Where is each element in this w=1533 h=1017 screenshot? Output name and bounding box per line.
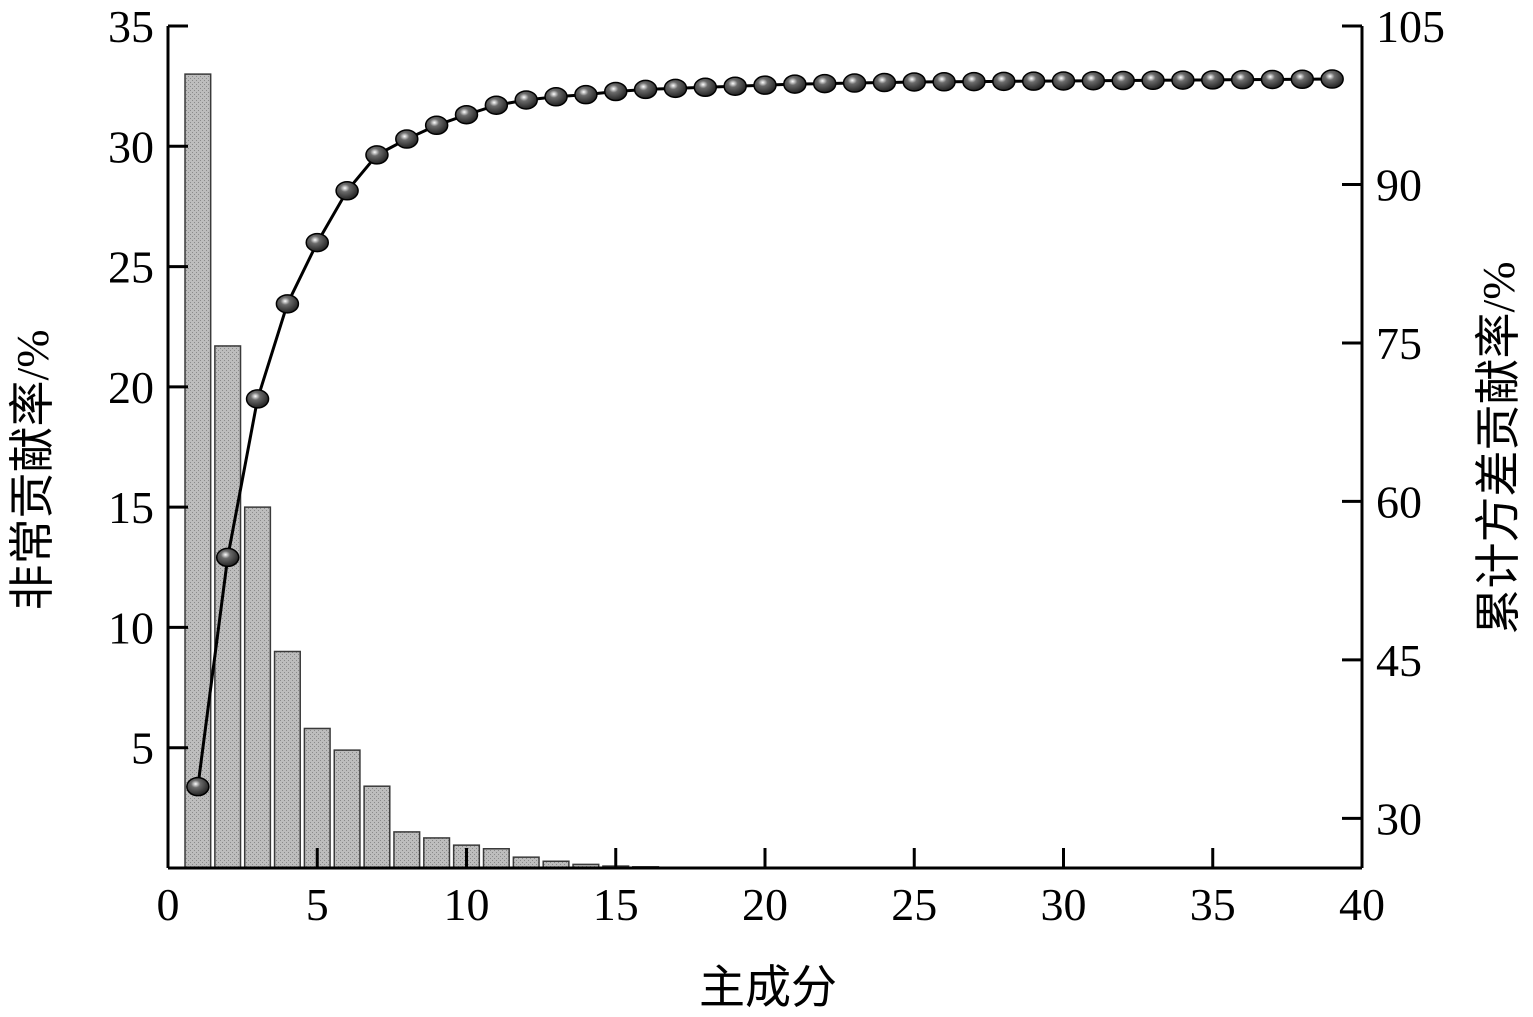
y-right-tick-label-105: 105 [1376,1,1445,52]
cumulative-point-34 [1172,71,1194,89]
x-tick-label-30: 30 [1041,879,1087,930]
cumulative-point-22 [814,75,836,93]
cumulative-point-5 [306,234,328,252]
cumulative-point-24 [873,74,895,92]
y-left-tick-label-15: 15 [108,482,154,533]
bar-pc-1 [185,74,211,868]
cumulative-line-layer [187,70,1343,796]
cumulative-point-25 [903,73,925,91]
cumulative-point-7 [366,146,388,164]
y-left-tick-label-25: 25 [108,242,154,293]
cumulative-point-8 [396,130,418,148]
cumulative-point-15 [605,83,627,101]
cumulative-point-4 [276,295,298,313]
cumulative-point-20 [754,76,776,94]
cumulative-point-33 [1142,71,1164,89]
y-right-tick-label-45: 45 [1376,635,1422,686]
bar-pc-12 [513,857,539,868]
cumulative-point-3 [247,390,269,408]
bar-pc-5 [304,728,330,868]
cumulative-point-10 [456,106,478,124]
y-left-tick-label-10: 10 [108,602,154,653]
bar-pc-11 [484,849,510,868]
y-left-tick-label-30: 30 [108,121,154,172]
cumulative-point-30 [1053,72,1075,90]
cumulative-point-26 [933,73,955,91]
cumulative-point-23 [844,74,866,92]
cumulative-point-37 [1261,70,1283,88]
cumulative-point-6 [336,182,358,200]
cumulative-point-39 [1321,70,1343,88]
bar-pc-8 [394,832,420,868]
x-tick-label-15: 15 [593,879,639,930]
y-right-tick-label-75: 75 [1376,318,1422,369]
x-tick-label-5: 5 [306,879,329,930]
right-axis-title: 累计方差贡献率/% [1473,261,1524,634]
cumulative-point-31 [1082,72,1104,90]
left-axis-title: 非常贡献率/% [7,329,58,610]
bar-pc-4 [275,651,301,868]
cumulative-point-28 [993,72,1015,90]
bars-layer [185,74,718,868]
bar-pc-3 [245,507,271,868]
y-left-tick-label-5: 5 [131,723,154,774]
cumulative-point-12 [515,91,537,109]
cumulative-point-27 [963,73,985,91]
cumulative-point-9 [426,116,448,134]
y-right-tick-label-90: 90 [1376,159,1422,210]
x-tick-label-20: 20 [742,879,788,930]
bar-pc-2 [215,346,241,868]
y-left-tick-label-20: 20 [108,362,154,413]
cumulative-point-14 [575,86,597,104]
cumulative-point-18 [694,78,716,96]
cumulative-point-1 [187,778,209,796]
x-tick-label-0: 0 [157,879,180,930]
x-tick-label-35: 35 [1190,879,1236,930]
cumulative-point-32 [1112,72,1134,90]
cumulative-point-16 [635,80,657,98]
cumulative-line [198,79,1332,787]
cumulative-point-13 [545,88,567,106]
x-tick-label-25: 25 [891,879,937,930]
y-right-tick-label-30: 30 [1376,793,1422,844]
cumulative-point-17 [664,79,686,97]
cumulative-point-19 [724,77,746,95]
cumulative-point-38 [1291,70,1313,88]
bar-pc-6 [334,750,360,868]
bar-pc-7 [364,786,390,868]
cumulative-point-29 [1023,72,1045,90]
cumulative-point-2 [217,548,239,566]
cumulative-point-11 [485,96,507,114]
x-tick-label-10: 10 [444,879,490,930]
y-right-tick-label-60: 60 [1376,476,1422,527]
cumulative-point-21 [784,75,806,93]
bar-pc-9 [424,838,450,868]
x-tick-label-40: 40 [1339,879,1385,930]
y-left-tick-label-35: 35 [108,1,154,52]
x-axis-title: 主成分 [699,962,837,1012]
cumulative-point-36 [1232,71,1254,89]
cumulative-point-35 [1202,71,1224,89]
